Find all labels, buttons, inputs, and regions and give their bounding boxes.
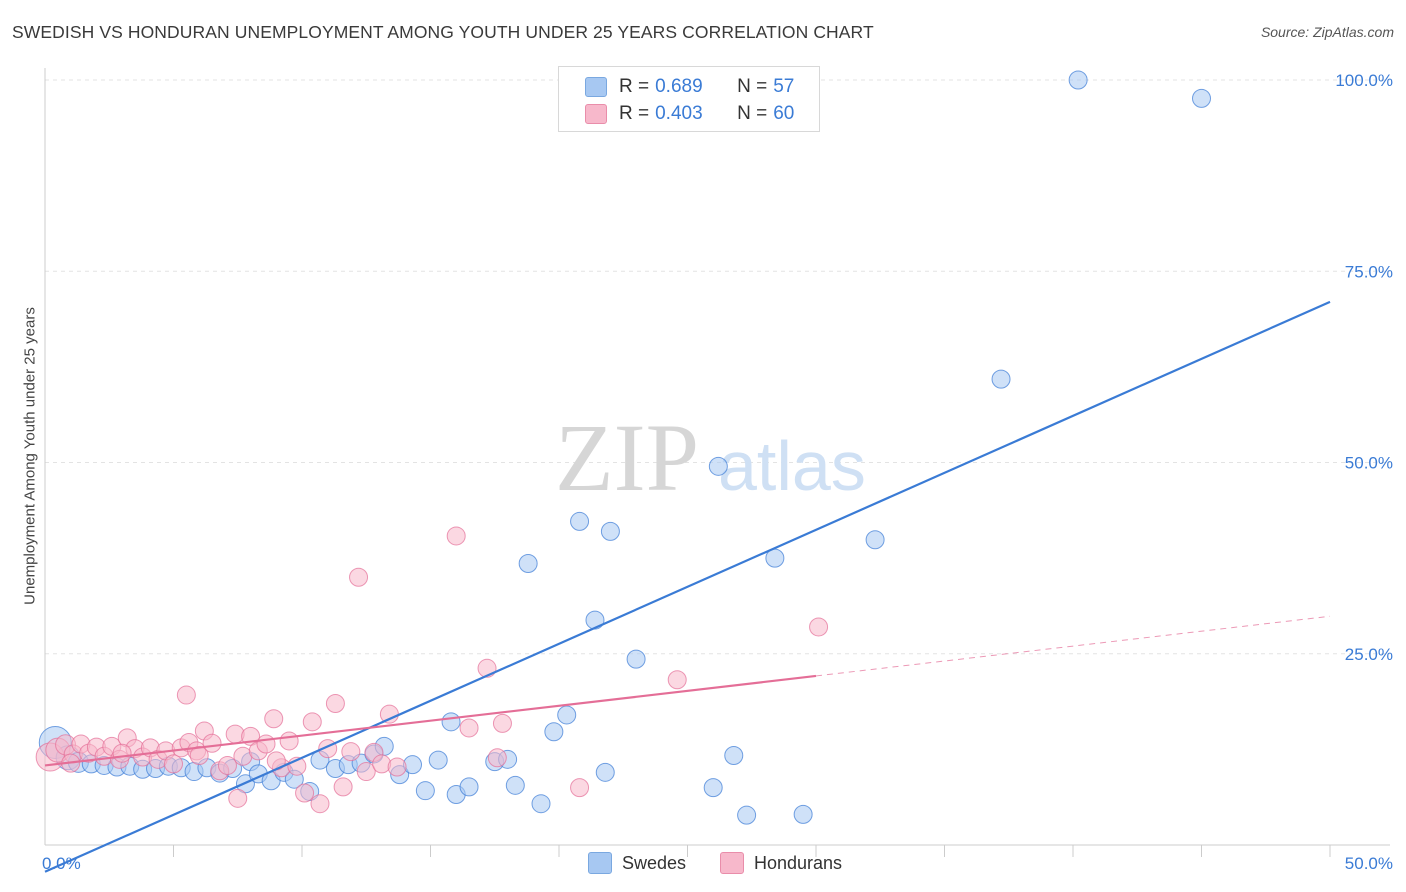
stats-legend: R = 0.689 N = 57 R = 0.403 N = 60 xyxy=(558,66,820,132)
axes xyxy=(44,68,1390,857)
point-swedes xyxy=(793,804,813,824)
bottom-legend-swatch-swedes xyxy=(588,852,612,874)
point-swedes xyxy=(1192,88,1211,108)
point-hondurans xyxy=(264,709,284,729)
trend-lines xyxy=(44,300,1331,873)
legend-r-label: R = xyxy=(619,76,650,97)
point-swedes xyxy=(459,777,479,797)
point-hondurans xyxy=(379,704,399,724)
point-swedes xyxy=(595,762,615,782)
point-swedes xyxy=(570,511,590,531)
point-swedes xyxy=(441,712,461,732)
point-hondurans xyxy=(459,718,479,738)
legend-row-hondurans: R = 0.403 N = 60 xyxy=(585,101,794,127)
point-hondurans xyxy=(387,757,407,777)
point-swedes xyxy=(585,610,605,630)
point-swedes xyxy=(544,722,564,742)
gridlines xyxy=(45,79,1390,655)
point-swedes xyxy=(708,456,728,476)
watermark: ZIP atlas xyxy=(555,404,866,511)
point-hondurans xyxy=(809,617,829,637)
point-swedes xyxy=(600,521,620,541)
x-tick-label: 50.0% xyxy=(1345,854,1393,873)
legend-n-value: 57 xyxy=(773,76,795,97)
point-swedes xyxy=(1068,70,1088,90)
y-tick-label: 100.0% xyxy=(1335,71,1393,90)
y-tick-label: 75.0% xyxy=(1345,262,1393,281)
source-label: Source: ZipAtlas.com xyxy=(1260,24,1394,40)
legend-n-label: N = xyxy=(737,76,768,97)
legend-r-label: R = xyxy=(619,103,650,124)
point-swedes xyxy=(703,778,723,798)
point-hondurans xyxy=(325,693,345,713)
point-swedes xyxy=(415,781,435,801)
trend-extension-hondurans xyxy=(815,615,1331,677)
point-hondurans xyxy=(112,743,132,763)
point-hondurans xyxy=(446,526,466,546)
bottom-legend-hondurans: Hondurans xyxy=(720,852,842,874)
legend-n-value: 60 xyxy=(773,103,795,124)
y-tick-label: 25.0% xyxy=(1345,645,1393,664)
tick-labels: 25.0% 50.0% 75.0% 100.0% 0.0% 50.0% xyxy=(42,71,1393,873)
legend-r-value: 0.689 xyxy=(655,76,703,97)
point-hondurans xyxy=(256,734,276,754)
bottom-legend-swatch-hondurans xyxy=(720,852,744,874)
point-hondurans xyxy=(356,762,376,782)
point-hondurans xyxy=(667,670,687,690)
point-hondurans xyxy=(349,567,369,587)
point-hondurans xyxy=(487,748,507,768)
legend-n-label: N = xyxy=(737,103,768,124)
point-swedes xyxy=(724,745,744,765)
bottom-legend-label-hondurans: Hondurans xyxy=(754,852,843,873)
watermark-zip: ZIP xyxy=(555,404,699,511)
point-hondurans xyxy=(492,713,512,733)
legend-swatch-hondurans xyxy=(585,104,607,124)
point-hondurans xyxy=(217,755,237,775)
legend-row-swedes: R = 0.689 N = 57 xyxy=(585,74,794,100)
trend-line-swedes xyxy=(44,300,1331,873)
x-tick-label: 0.0% xyxy=(42,854,81,873)
watermark-atlas: atlas xyxy=(718,427,866,505)
point-hondurans xyxy=(164,754,183,774)
point-swedes xyxy=(428,750,448,770)
point-swedes xyxy=(991,369,1011,389)
bottom-legend-label-swedes: Swedes xyxy=(622,852,687,873)
point-hondurans xyxy=(228,788,248,808)
point-hondurans xyxy=(310,794,330,814)
trend-line-hondurans xyxy=(44,674,817,767)
legend-swatch-swedes xyxy=(585,77,607,97)
point-hondurans xyxy=(333,777,353,797)
legend-r-value: 0.403 xyxy=(655,103,703,124)
point-swedes xyxy=(626,649,646,669)
point-hondurans xyxy=(279,731,299,751)
point-hondurans xyxy=(302,712,322,732)
point-swedes xyxy=(518,553,538,573)
point-swedes xyxy=(505,775,525,795)
point-hondurans xyxy=(341,742,361,762)
point-swedes xyxy=(557,705,577,725)
point-hondurans xyxy=(372,754,392,774)
point-hondurans xyxy=(176,685,196,705)
bottom-legend-swedes: Swedes xyxy=(588,852,686,874)
point-hondurans xyxy=(570,778,590,798)
point-swedes xyxy=(865,530,885,550)
chart-title: SWEDISH VS HONDURAN UNEMPLOYMENT AMONG Y… xyxy=(12,22,874,42)
point-hondurans xyxy=(202,733,222,753)
y-tick-label: 50.0% xyxy=(1345,454,1393,473)
point-swedes xyxy=(531,794,551,814)
point-swedes xyxy=(737,805,757,825)
point-hondurans xyxy=(295,783,315,803)
